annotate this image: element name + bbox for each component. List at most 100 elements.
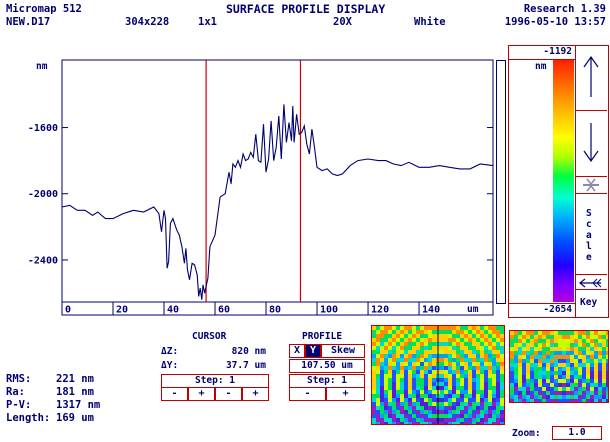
map-cell [538,367,542,371]
map-cell [554,351,558,355]
map-cell [522,391,526,395]
map-cell [448,394,452,398]
map-cell [460,330,464,334]
surface-image-zoom[interactable] [509,330,609,403]
map-cell [538,351,542,355]
rewind-icon [579,278,602,288]
map-cell [530,351,534,355]
map-cell [550,375,554,379]
cursor2-plus-button[interactable]: + [242,387,269,401]
cursor1-plus-button[interactable]: + [188,387,215,401]
map-cell [452,414,456,418]
plot-scrollbar[interactable] [496,60,506,304]
colorbar-max: -1192 [508,45,576,60]
map-cell [384,350,388,354]
map-cell [464,346,468,350]
map-cell [440,350,444,354]
map-cell [484,326,488,330]
map-cell [428,334,432,338]
map-cell [574,347,578,351]
map-cell [526,367,530,371]
map-cell [408,422,412,424]
map-cell [416,382,420,386]
map-cell [518,359,522,363]
map-cell [582,379,586,383]
map-cell [392,358,396,362]
map-cell [578,399,582,402]
map-cell [468,418,472,422]
map-cell [464,342,468,346]
map-cell [464,358,468,362]
x-tick-label: 60 [218,305,230,316]
map-cell [562,339,566,343]
map-cell [376,350,380,354]
map-cell [496,358,500,362]
map-cell [484,386,488,390]
map-cell [456,358,460,362]
map-cell [380,382,384,386]
map-cell [594,359,598,363]
map-cell [396,358,400,362]
map-cell [566,375,570,379]
map-cell [546,335,550,339]
map-cell [460,362,464,366]
map-cell [518,375,522,379]
map-cell [476,378,480,382]
cursor2-minus-button[interactable]: - [215,387,242,401]
map-cell [542,383,546,387]
rewind-button[interactable] [575,274,607,290]
map-cell [562,383,566,387]
map-cell [408,370,412,374]
surface-image-full[interactable] [371,325,505,425]
map-cell [440,338,444,342]
compress-icon [583,178,599,192]
map-cell [432,354,436,358]
map-cell [420,374,424,378]
map-cell [452,354,456,358]
map-cell [480,362,484,366]
map-cell [492,366,496,370]
map-cell [468,414,472,418]
map-cell [396,386,400,390]
scale-compress-button[interactable] [575,177,607,194]
map-cell [500,338,504,342]
map-cell [492,386,496,390]
map-cell [392,354,396,358]
profile-y-button[interactable]: Y [305,344,321,358]
profile-position-field[interactable]: 107.50 um [289,359,365,373]
map-cell [598,387,602,391]
profile-x-button[interactable]: X [289,344,305,358]
map-cell [602,387,606,391]
map-cell [526,375,530,379]
map-cell [392,398,396,402]
map-cell [400,326,404,330]
map-cell [476,334,480,338]
scale-up-button[interactable] [575,45,607,111]
map-cell [472,358,476,362]
map-cell [500,350,504,354]
map-cell [518,351,522,355]
map-cell [456,362,460,366]
map-cell [460,326,464,330]
map-cell [456,334,460,338]
map-cell [500,382,504,386]
profile-plus-button[interactable]: + [326,387,365,401]
map-cell [566,339,570,343]
map-cell [526,351,530,355]
map-cell [562,351,566,355]
x-unit-label: um [467,304,479,315]
zoom-field[interactable]: 1.0 [552,426,602,440]
map-cell [574,359,578,363]
profile-minus-button[interactable]: - [289,387,326,401]
map-cell [392,350,396,354]
map-cell [496,378,500,382]
map-cell [416,370,420,374]
map-cell [484,390,488,394]
map-cell [404,402,408,406]
profile-skew-button[interactable]: Skew [321,344,365,358]
map-cell [380,394,384,398]
map-cell [460,402,464,406]
cursor1-minus-button[interactable]: - [161,387,188,401]
scale-down-button[interactable] [575,111,607,177]
map-cell [476,422,480,424]
